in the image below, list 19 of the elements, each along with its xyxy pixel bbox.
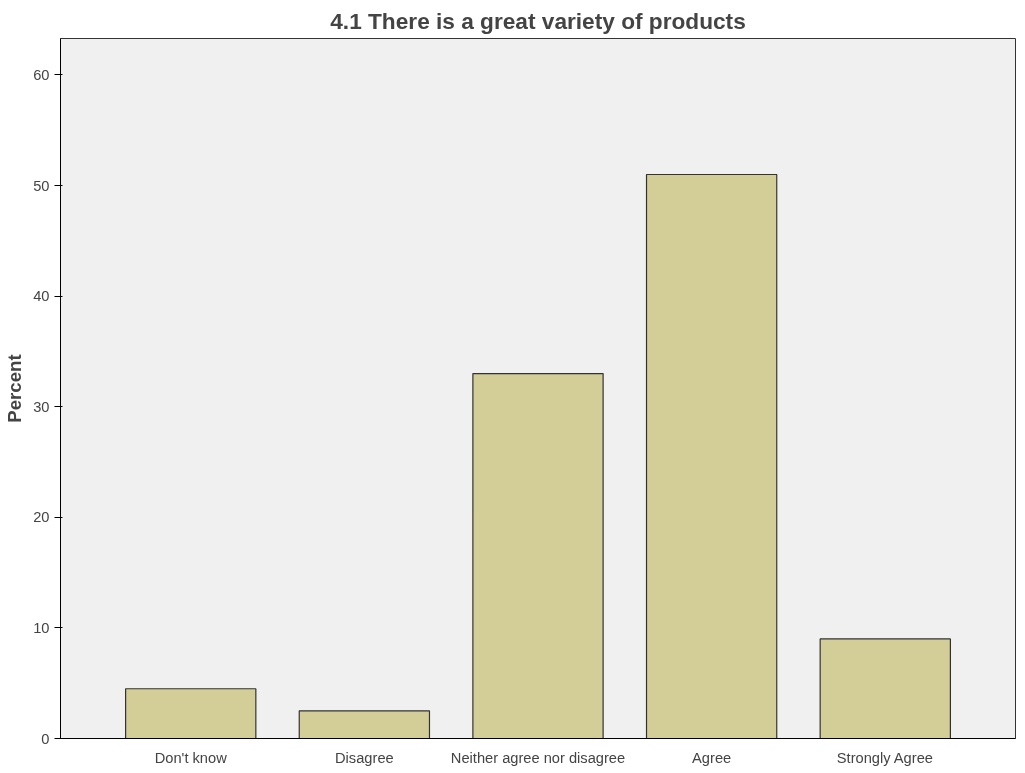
y-axis-title: Percent bbox=[4, 354, 26, 423]
x-tick-label: Disagree bbox=[335, 749, 394, 766]
x-tick-label: Agree bbox=[692, 749, 732, 766]
bar bbox=[472, 372, 604, 739]
y-tick-label: 40 bbox=[33, 288, 50, 305]
bar bbox=[819, 638, 951, 739]
x-tick-label: Strongly Agree bbox=[836, 749, 933, 766]
x-tick-label: Neither agree nor disagree bbox=[450, 749, 626, 766]
y-tick-label: 50 bbox=[33, 177, 50, 194]
chart-title: 4.1 There is a great variety of products bbox=[330, 7, 746, 34]
x-tick-label: Don't know bbox=[154, 749, 228, 766]
bar bbox=[125, 688, 257, 739]
bar bbox=[645, 173, 778, 739]
y-tick-label: 20 bbox=[33, 509, 50, 526]
y-tick-label: 60 bbox=[33, 66, 50, 83]
y-tick-label: 10 bbox=[33, 619, 50, 636]
y-tick-label: 30 bbox=[33, 398, 50, 415]
bar bbox=[298, 710, 431, 739]
y-tick-label: 0 bbox=[41, 730, 50, 747]
